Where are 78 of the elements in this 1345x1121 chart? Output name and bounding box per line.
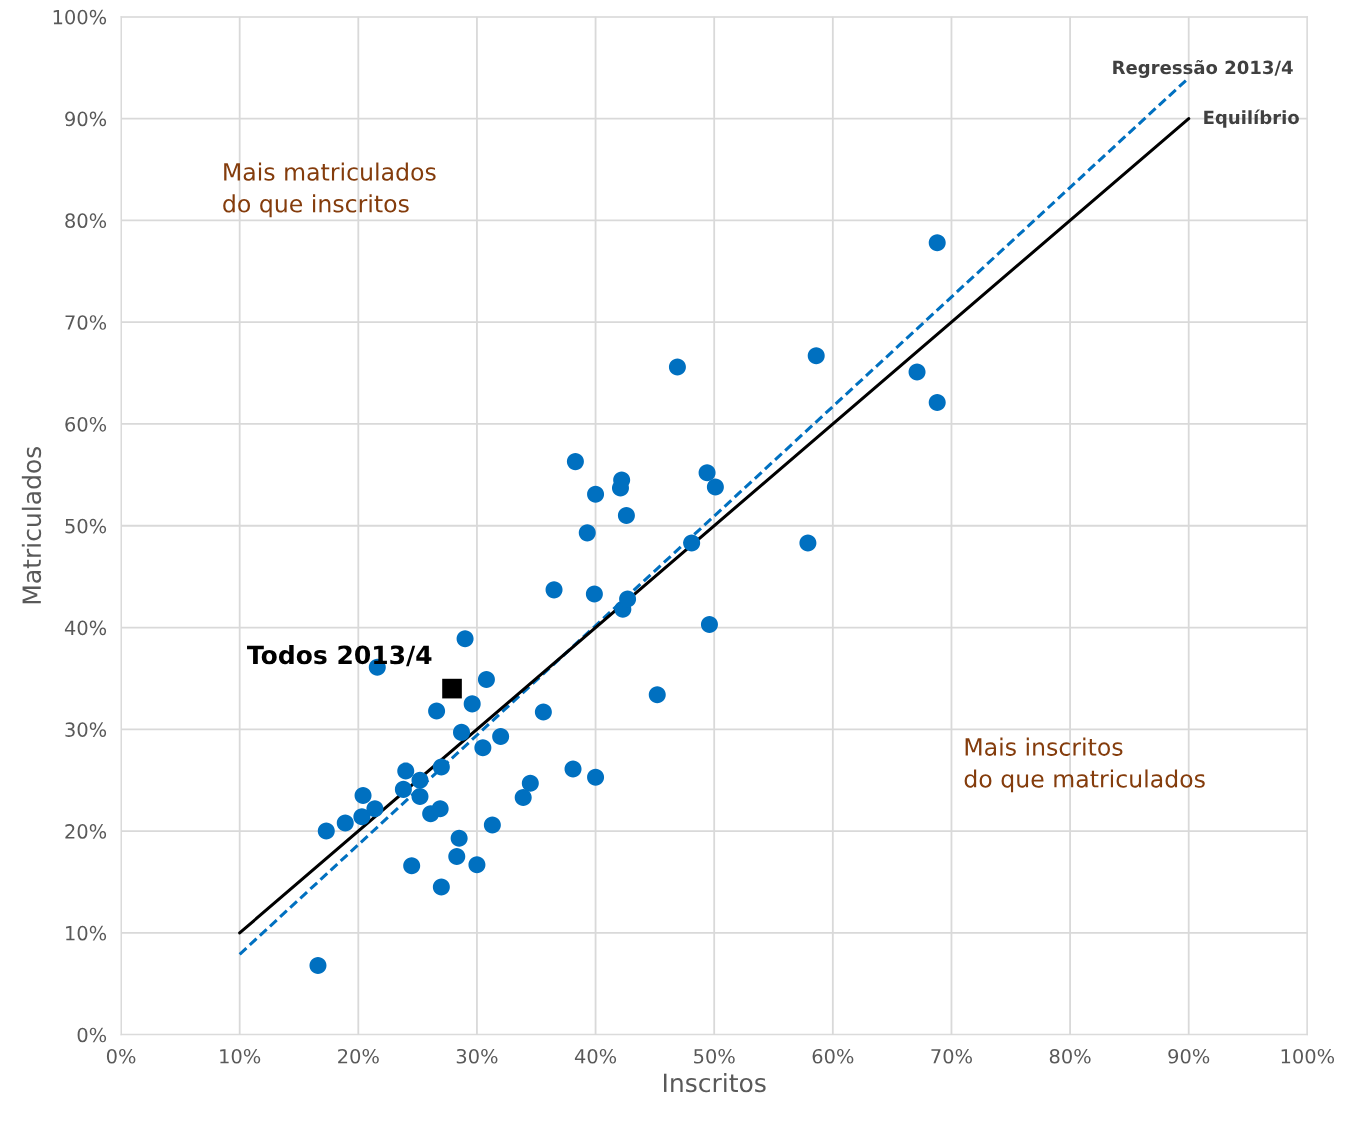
point [448, 848, 466, 866]
point [354, 786, 372, 804]
point [566, 453, 584, 471]
point [463, 695, 481, 713]
x-tick-label: 50% [694, 1048, 735, 1064]
point [403, 857, 421, 875]
y-tick-label: 90% [65, 111, 107, 127]
series-label: Equilíbrio [1204, 109, 1299, 128]
point [317, 822, 335, 840]
point [394, 780, 412, 798]
point [564, 760, 582, 778]
x-tick-label: 30% [456, 1048, 498, 1064]
point [521, 774, 539, 792]
y-tick-label: 70% [65, 315, 107, 330]
point [431, 800, 449, 818]
point [453, 723, 471, 741]
y-tick-label: 20% [65, 824, 107, 839]
point [587, 768, 605, 786]
x-tick-label: 40% [574, 1048, 617, 1064]
x-tick-label: 70% [931, 1048, 972, 1064]
point [477, 670, 495, 688]
annotation: Mais inscritos do que matriculados [964, 737, 1205, 793]
point [428, 702, 446, 720]
x-tick-label: 10% [220, 1048, 261, 1064]
y-tick-label: 30% [65, 722, 107, 737]
point [578, 524, 596, 542]
point [442, 678, 462, 699]
annotation: Mais matriculados do que inscritos [223, 162, 436, 218]
point [432, 878, 450, 896]
point [698, 464, 716, 482]
x-tick-label: 80% [1049, 1048, 1091, 1064]
point [585, 585, 603, 603]
point [534, 703, 552, 721]
point [587, 485, 605, 503]
x-tick-label: 60% [812, 1048, 854, 1064]
point [468, 856, 486, 874]
point [366, 800, 384, 818]
point [353, 808, 371, 826]
point [411, 771, 429, 789]
point [545, 581, 563, 599]
point [483, 816, 501, 834]
y-axis-title: Matriculados [21, 446, 42, 604]
point [492, 727, 510, 745]
x-axis-title: Inscritos [663, 1072, 766, 1093]
x-tick-label: 0% [106, 1048, 136, 1064]
x-tick-label: 100% [1281, 1048, 1335, 1064]
y-tick-label: 100% [53, 9, 107, 25]
series-label: Todos 2013/4 [247, 644, 432, 667]
x-tick-label: 20% [338, 1048, 379, 1064]
point [397, 762, 415, 780]
point [668, 358, 686, 376]
point [456, 630, 474, 648]
point [706, 478, 724, 496]
y-tick-label: 0% [77, 1027, 107, 1043]
point [450, 829, 468, 847]
point [648, 686, 666, 704]
point [617, 507, 635, 525]
point [683, 534, 701, 552]
series-label: Regressão 2013/4 [1113, 59, 1293, 78]
point [474, 739, 492, 757]
y-tick-label: 80% [65, 213, 107, 229]
y-tick-label: 10% [66, 925, 107, 941]
point [700, 615, 718, 633]
point [336, 814, 354, 832]
y-tick-label: 40% [64, 620, 107, 636]
point [432, 758, 450, 776]
point [514, 789, 532, 807]
point [309, 956, 327, 974]
point [619, 590, 637, 608]
x-tick-label: 90% [1168, 1048, 1210, 1064]
point [908, 363, 926, 381]
point [411, 788, 429, 806]
point [928, 394, 946, 412]
point [799, 534, 817, 552]
y-tick-label: 60% [65, 416, 107, 432]
y-tick-label: 50% [65, 518, 107, 534]
point [928, 234, 946, 252]
point [807, 347, 825, 365]
